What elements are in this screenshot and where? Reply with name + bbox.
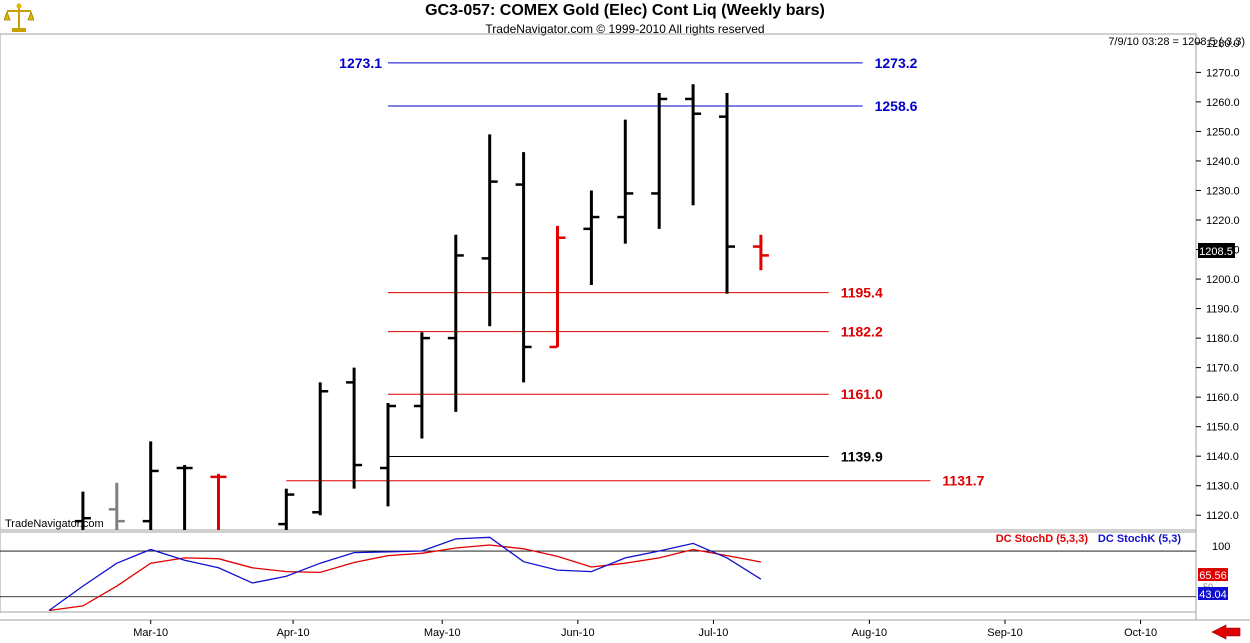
level-label: 1273.1 bbox=[339, 55, 382, 71]
ohlc-bar bbox=[346, 367, 363, 489]
ohlc-bar bbox=[447, 234, 464, 412]
legend-stoch-k: DC StochK (5,3) bbox=[1098, 533, 1181, 545]
level-label: 1258.6 bbox=[875, 98, 918, 114]
y-tick-label: 1230.0 bbox=[1206, 185, 1240, 197]
level-label: 1139.9 bbox=[841, 448, 883, 464]
stoch-k-line bbox=[48, 536, 762, 612]
ohlc-bar bbox=[108, 482, 125, 530]
y-tick-label: 1260.0 bbox=[1206, 97, 1240, 109]
ohlc-bar bbox=[210, 473, 227, 530]
x-tick-label: Oct-10 bbox=[1124, 627, 1157, 639]
y-tick-label: 1120.0 bbox=[1206, 510, 1239, 522]
ohlc-bar bbox=[74, 491, 91, 530]
stoch-d-tag: 65.56 bbox=[1199, 570, 1227, 582]
chart-subtitle: TradeNavigator.com © 1999-2010 All right… bbox=[485, 22, 765, 36]
level-label: 1273.2 bbox=[875, 55, 918, 71]
ohlc-bar bbox=[617, 119, 634, 244]
level-label: 1195.4 bbox=[841, 285, 883, 301]
level-label: 1161.0 bbox=[841, 386, 883, 402]
y-tick-label: 1150.0 bbox=[1206, 422, 1239, 434]
ohlc-bar bbox=[176, 465, 193, 530]
ohlc-bar bbox=[685, 84, 702, 206]
y-tick-label: 1190.0 bbox=[1206, 304, 1239, 316]
ohlc-bar bbox=[312, 382, 329, 516]
trading-scale-logo-icon bbox=[3, 2, 35, 34]
y-tick-label: 1250.0 bbox=[1206, 126, 1240, 138]
y-tick-label: 1170.0 bbox=[1206, 363, 1239, 375]
y-tick-label: 1180.0 bbox=[1206, 333, 1239, 345]
stoch-tick-100: 100 bbox=[1212, 541, 1230, 553]
level-label: 1182.2 bbox=[841, 324, 883, 340]
quote-readout: 7/9/10 03:28 = 1208.5 (-3.3) bbox=[1108, 36, 1245, 48]
y-tick-label: 1240.0 bbox=[1206, 156, 1240, 168]
ohlc-bar bbox=[278, 488, 295, 530]
y-tick-label: 1280.0 bbox=[1206, 38, 1240, 50]
scroll-right-arrow-icon[interactable] bbox=[1211, 624, 1241, 640]
x-tick-label: Aug-10 bbox=[852, 627, 887, 639]
price-panel bbox=[0, 33, 1197, 531]
x-tick-label: Mar-10 bbox=[133, 627, 168, 639]
ohlc-bar bbox=[515, 152, 532, 383]
y-tick-label: 1130.0 bbox=[1206, 481, 1239, 493]
ohlc-bar bbox=[549, 225, 566, 349]
ohlc-bar bbox=[481, 134, 498, 327]
ohlc-bar bbox=[413, 332, 430, 439]
x-tick-label: May-10 bbox=[424, 627, 461, 639]
ohlc-bar bbox=[380, 403, 396, 507]
watermark-label: TradeNavigator.com bbox=[5, 518, 104, 530]
ohlc-bar bbox=[142, 441, 159, 530]
legend-stoch-d: DC StochD (5,3,3) bbox=[996, 533, 1089, 545]
stoch-d-line bbox=[48, 544, 762, 612]
ohlc-bar bbox=[583, 190, 600, 285]
x-tick-label: Sep-10 bbox=[987, 627, 1022, 639]
x-tick-label: Jul-10 bbox=[698, 627, 728, 639]
stoch-k-tag: 43.04 bbox=[1199, 589, 1227, 601]
y-tick-label: 1140.0 bbox=[1206, 451, 1239, 463]
y-tick-label: 1220.0 bbox=[1206, 215, 1240, 227]
y-tick-label: 1160.0 bbox=[1206, 392, 1239, 404]
x-tick-label: Apr-10 bbox=[277, 627, 310, 639]
ohlc-bar bbox=[752, 234, 769, 271]
level-label: 1131.7 bbox=[942, 473, 984, 489]
ohlc-bar bbox=[719, 93, 735, 294]
y-tick-label: 1270.0 bbox=[1206, 67, 1240, 79]
chart-title: GC3-057: COMEX Gold (Elec) Cont Liq (Wee… bbox=[425, 2, 825, 19]
y-tick-label: 1200.0 bbox=[1206, 274, 1240, 286]
x-tick-label: Jun-10 bbox=[561, 627, 595, 639]
last-price-tag: 1208.5 bbox=[1199, 246, 1233, 258]
ohlc-bar bbox=[651, 93, 668, 229]
